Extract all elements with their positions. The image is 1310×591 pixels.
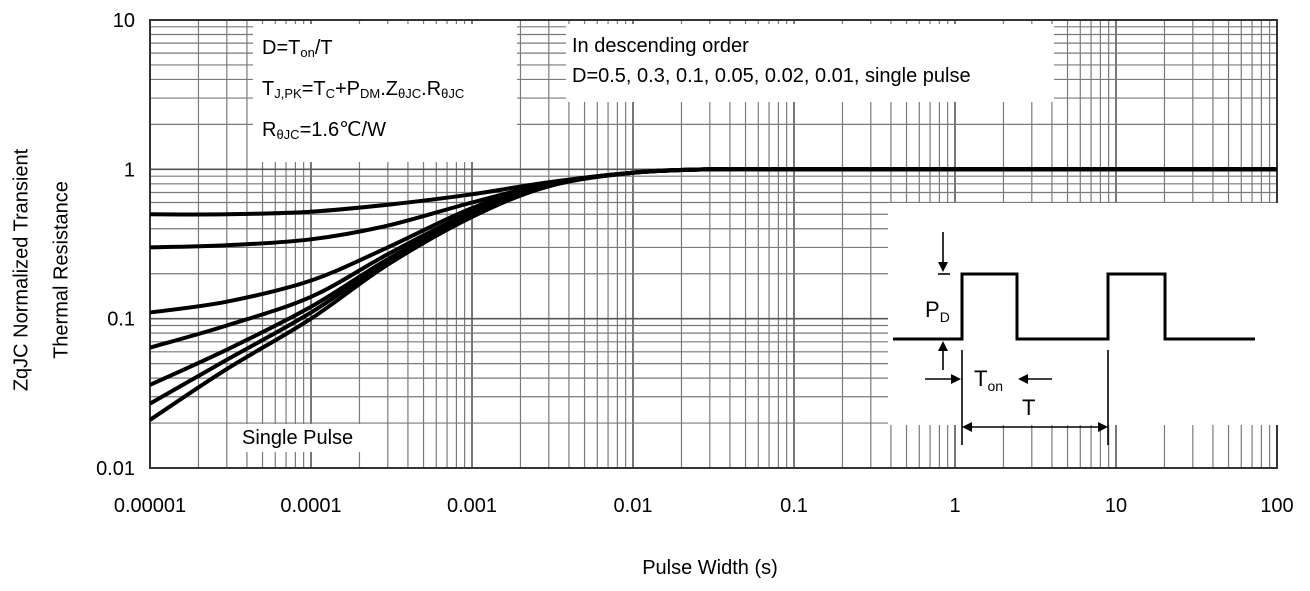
duty-cycle-list: D=0.5, 0.3, 0.1, 0.05, 0.02, 0.01, singl… bbox=[572, 65, 971, 87]
descending-order-box: In descending order D=0.5, 0.3, 0.1, 0.0… bbox=[566, 24, 1054, 102]
y-tick-label: 0.01 bbox=[96, 458, 135, 480]
duty-formula-box: D=Ton/T TJ,PK=TC+PDM.ZθJC.RθJC RθJC=1.6℃… bbox=[253, 24, 517, 162]
x-axis-label: Pulse Width (s) bbox=[642, 557, 778, 579]
x-tick-label: 0.00001 bbox=[114, 495, 186, 517]
inset-pd-arrowhead-bottom bbox=[938, 341, 948, 351]
series-lines bbox=[148, 167, 1277, 422]
x-tick-label: 10 bbox=[1105, 495, 1127, 517]
inset-t-arrowhead-left bbox=[962, 422, 972, 432]
y-tick-label: 10 bbox=[113, 10, 135, 32]
inset-ton-arrowhead-right bbox=[1018, 374, 1028, 384]
formula-duty-cycle: D=Ton/T bbox=[262, 37, 333, 60]
x-tick-label: 100 bbox=[1260, 495, 1293, 517]
x-tick-label: 0.001 bbox=[447, 495, 497, 517]
inset-waveform bbox=[893, 272, 1255, 341]
inset-t-arrowhead-right bbox=[1098, 422, 1108, 432]
inset-ton-arrowhead-left bbox=[951, 374, 961, 384]
x-tick-label: 0.0001 bbox=[280, 495, 341, 517]
inset-pd-label: PD bbox=[925, 297, 950, 325]
formula-junction-temp: TJ,PK=TC+PDM.ZθJC.RθJC bbox=[262, 78, 465, 101]
inset-ton-label: Ton bbox=[974, 366, 1003, 394]
y-tick-label: 1 bbox=[124, 159, 135, 181]
x-tick-label: 1 bbox=[949, 495, 960, 517]
x-tick-label: 0.01 bbox=[614, 495, 653, 517]
inset-period-label: T bbox=[1022, 395, 1035, 420]
formula-thermal-resistance: RθJC=1.6℃/W bbox=[262, 119, 386, 142]
y-axis-label-line2: Thermal Resistance bbox=[50, 181, 73, 359]
inset-pd-arrowhead-top bbox=[938, 262, 948, 272]
x-tick-label: 0.1 bbox=[780, 495, 808, 517]
single-pulse-label: Single Pulse bbox=[234, 424, 362, 452]
pulse-waveform-inset: PD Ton T bbox=[893, 232, 1255, 445]
inset-background bbox=[888, 203, 1278, 425]
x-tick-labels: 0.00001 0.0001 0.001 0.01 0.1 1 10 100 bbox=[114, 495, 1294, 517]
series-line bbox=[148, 167, 1277, 422]
y-axis-label-line1: ZqJC Normalized Transient bbox=[10, 148, 33, 392]
y-tick-labels: 0.01 0.1 1 10 bbox=[96, 10, 135, 480]
y-tick-label: 0.1 bbox=[107, 309, 135, 331]
descending-order-title: In descending order bbox=[572, 35, 749, 57]
